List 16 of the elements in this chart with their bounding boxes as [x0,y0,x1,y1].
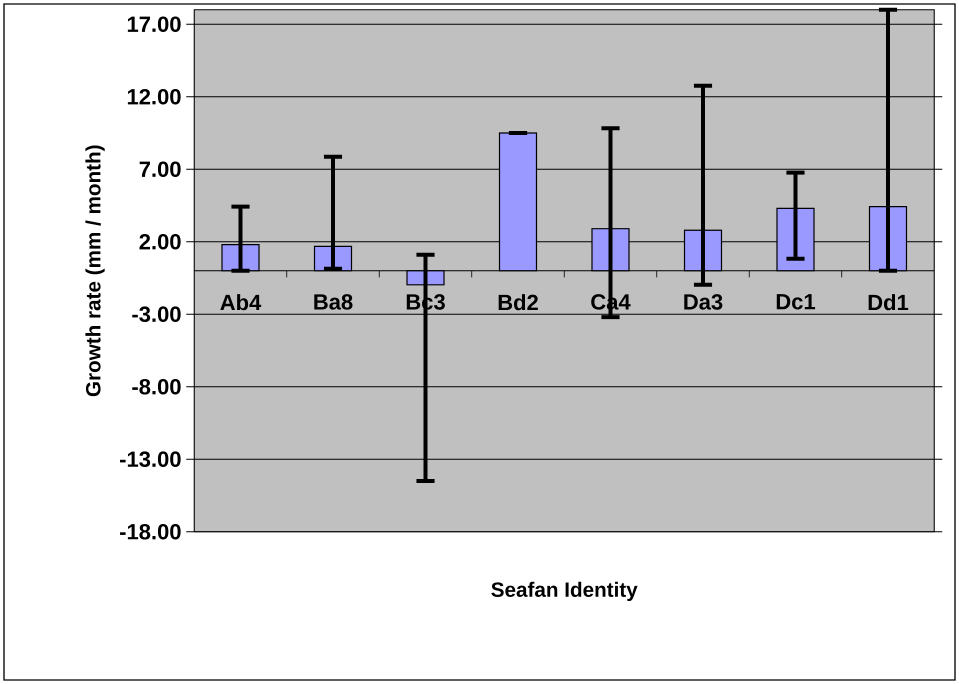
x-tick-label: Bd2 [498,294,538,310]
x-tick-label: Da3 [684,294,722,310]
y-tick-label: 17.00 [128,16,181,32]
y-axis-title: Growth rate (mm / month) [85,145,105,396]
x-tick-label: Dc1 [776,294,816,310]
y-tick-label: -18.00 [120,524,181,540]
y-tick-label: -13.00 [120,451,181,468]
y-tick-label: -8.00 [132,378,181,395]
y-tick-label: 12.00 [128,88,181,105]
y-tick-label: 7.00 [140,161,181,178]
x-tick-label: Dd1 [868,294,908,310]
y-tick-label: -3.00 [132,306,181,322]
x-tick-label: Ba8 [314,294,353,310]
y-tick-label: 2.00 [139,234,181,250]
x-axis-title: Seafan Identity [491,582,638,602]
x-tick-label: Ab4 [220,294,262,310]
